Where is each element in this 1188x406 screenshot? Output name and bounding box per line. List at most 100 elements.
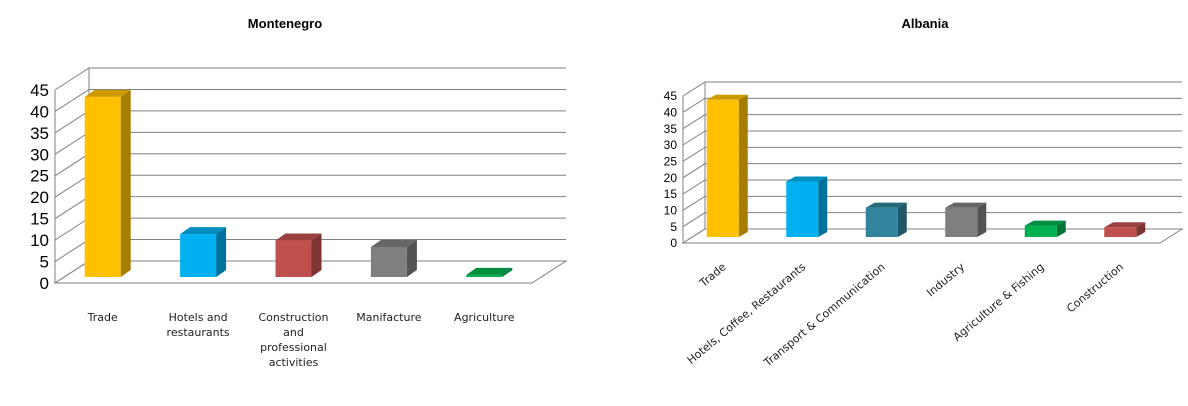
bar-side (1136, 222, 1146, 237)
x-tick-label: Trade (87, 311, 118, 324)
bar-front (865, 207, 898, 237)
bar-top (1024, 220, 1066, 226)
bar-trade (706, 94, 748, 237)
bar-top (180, 227, 227, 235)
x-tick-text: Industry (924, 260, 967, 299)
bar-front (706, 99, 739, 237)
y-tick-label: 15 (30, 210, 49, 229)
x-tick-label: Agriculture (454, 311, 515, 324)
bar-front (1024, 225, 1057, 237)
x-tick-text: Manifacture (356, 311, 421, 324)
bar-side (502, 267, 513, 277)
gridline (54, 196, 566, 220)
bar-industry (945, 202, 987, 237)
bar-top (706, 94, 748, 100)
bar-side (818, 176, 828, 237)
y-tick-label: 10 (30, 231, 49, 250)
bar-front (180, 234, 217, 277)
chart-montenegro: Montenegro 0 5 10 15 20 25 30 35 40 45 Trade Hotels … (30, 16, 568, 369)
bar-top (370, 239, 417, 247)
bar-top (466, 267, 513, 275)
bar-front (275, 240, 312, 277)
gridline (54, 67, 566, 91)
y-tick-label: 25 (30, 167, 49, 186)
x-tick-text: Trade (696, 260, 728, 290)
y-tick-label: 30 (664, 138, 678, 152)
bar-top (1104, 222, 1146, 228)
gridline (682, 212, 1182, 228)
y-tick-label: 35 (664, 122, 678, 136)
y-tick-label: 45 (664, 89, 678, 103)
x-tick-label: Manifacture (356, 311, 421, 324)
x-tick-text: Construction (258, 311, 328, 324)
gridline (54, 174, 566, 198)
bar-front (466, 274, 503, 277)
bar-front (84, 96, 121, 277)
bar-side (120, 89, 131, 277)
x-tick-text: Trade (87, 311, 118, 324)
y-tick-label: 40 (664, 106, 678, 120)
gridline (682, 163, 1182, 179)
x-tick-label: Trade (696, 260, 728, 290)
bar-side (216, 227, 227, 277)
y-tick-label: 30 (30, 145, 49, 164)
y-tick-label: 0 (40, 274, 49, 293)
gridline (682, 114, 1182, 130)
gridline (54, 131, 566, 155)
bar-top (945, 202, 987, 208)
bar-side (406, 239, 417, 277)
gridline (682, 195, 1182, 211)
y-tick-label: 5 (670, 220, 677, 234)
y-tick-label: 15 (664, 187, 678, 201)
bar-hotels-coffee-restaurants (786, 176, 828, 237)
x-tick-text: Agriculture & Fishing (951, 260, 1047, 343)
bar-front (370, 246, 407, 277)
gridline (682, 97, 1182, 113)
x-tick-label: Construction and professional activities (258, 311, 328, 369)
bar-top (275, 233, 322, 241)
x-tick-text: and (283, 326, 304, 339)
gridline (682, 179, 1182, 195)
bar-transport-communication (865, 202, 907, 237)
x-tick-label: Industry (924, 260, 967, 299)
bar-side (1056, 220, 1066, 237)
chart-title: Montenegro (248, 16, 322, 31)
y-tick-label: 20 (30, 188, 49, 207)
y-tick-label: 25 (664, 155, 678, 169)
bar-agriculture-fishing (1024, 220, 1066, 237)
bar-side (897, 202, 907, 237)
y-tick-label: 5 (40, 253, 49, 272)
chart-title: Albania (902, 16, 950, 31)
x-tick-label: Construction (1064, 260, 1126, 315)
y-tick-label: 10 (664, 204, 678, 218)
y-tick-label: 45 (30, 81, 49, 100)
bar-side (738, 94, 748, 237)
x-tick-text: activities (269, 356, 319, 369)
bar-side (977, 202, 987, 237)
bar-top (865, 202, 907, 208)
bar-front (786, 181, 819, 237)
x-tick-text: professional (260, 341, 327, 354)
bar-hotels-and-restaurants (180, 227, 227, 277)
x-tick-label: Agriculture & Fishing (951, 260, 1047, 343)
bar-side (311, 233, 322, 277)
x-tick-text: Agriculture (454, 311, 515, 324)
bar-agriculture (466, 267, 513, 277)
gridline (682, 81, 1182, 97)
bar-front (945, 207, 978, 237)
bar-top (786, 176, 828, 182)
bar-construction-and-professional-activities (275, 233, 322, 277)
gridline (682, 146, 1182, 162)
x-tick-text: Construction (1064, 260, 1126, 315)
y-tick-label: 40 (30, 102, 49, 121)
gridline (54, 153, 566, 177)
x-tick-text: Hotels and (169, 311, 228, 324)
bar-construction (1104, 222, 1146, 237)
gridline (54, 110, 566, 134)
bar-top (84, 89, 131, 97)
bar-trade (84, 89, 131, 277)
y-tick-label: 0 (670, 236, 677, 250)
bar-front (1104, 227, 1137, 237)
